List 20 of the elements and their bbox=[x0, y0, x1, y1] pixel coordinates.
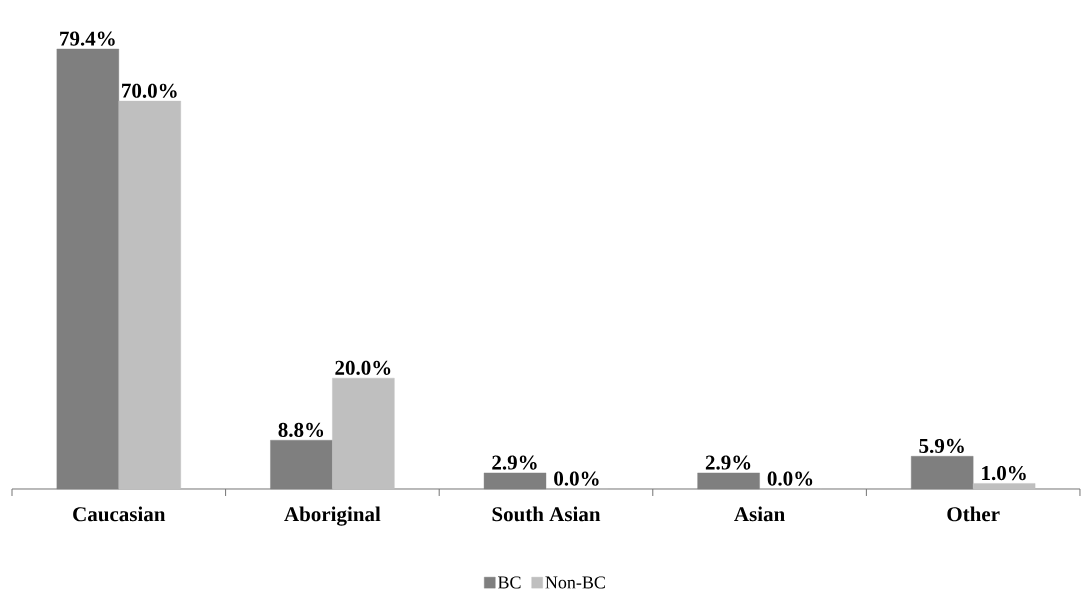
data-label: 1.0% bbox=[982, 465, 1026, 481]
data-label: 0.0% bbox=[767, 471, 813, 486]
legend-label: BC bbox=[498, 576, 521, 589]
data-label: 8.8% bbox=[278, 422, 324, 438]
x-tick-label: South Asian bbox=[492, 506, 601, 522]
x-tick-label: Caucasian bbox=[73, 506, 166, 522]
data-label: 5.9% bbox=[919, 438, 964, 454]
x-tick-label: Other bbox=[947, 506, 1000, 522]
legend-label: Non-BC bbox=[545, 576, 605, 589]
x-tick-label: Asian bbox=[734, 506, 785, 522]
data-label: 2.9% bbox=[705, 455, 751, 470]
bar bbox=[118, 100, 181, 490]
data-label: 79.4% bbox=[60, 31, 115, 46]
data-label: 2.9% bbox=[492, 455, 537, 470]
data-label: 70.0% bbox=[122, 83, 177, 98]
bar bbox=[332, 377, 395, 490]
bar bbox=[972, 483, 1036, 490]
x-tick-label: Aboriginal bbox=[284, 506, 381, 526]
data-label: 0.0% bbox=[554, 471, 599, 486]
data-label: 20.0% bbox=[335, 360, 391, 375]
